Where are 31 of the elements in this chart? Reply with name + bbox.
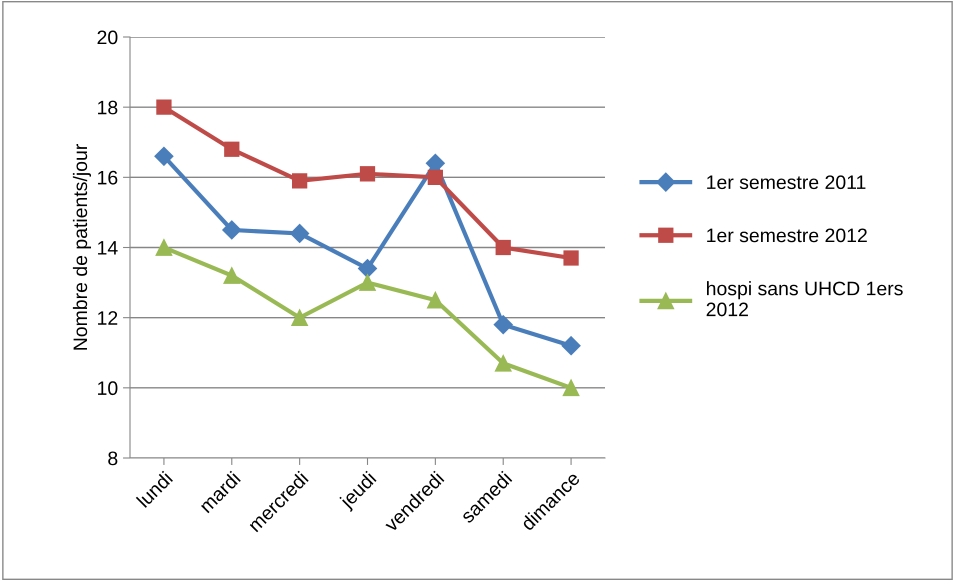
y-tick-label: 16 <box>98 170 118 185</box>
y-tick-label: 20 <box>98 30 118 44</box>
point <box>154 146 174 166</box>
point <box>292 173 308 188</box>
point <box>359 274 376 291</box>
legend-label: 1er semestre 2011 <box>707 175 866 190</box>
point <box>562 380 580 396</box>
y-tick-label: 18 <box>98 100 118 114</box>
legend-label: 1er semestre 2012 <box>707 228 867 242</box>
point <box>562 336 581 356</box>
point <box>156 239 172 256</box>
point <box>224 142 240 157</box>
point <box>563 250 579 266</box>
y-axis-title: Nombre de patients/jour <box>72 144 92 350</box>
point <box>428 170 443 185</box>
point <box>291 309 308 326</box>
y-tick-label: 10 <box>98 381 118 396</box>
y-tick-label: 8 <box>108 451 118 466</box>
point <box>156 100 172 115</box>
y-tick-label: 12 <box>98 311 118 325</box>
point <box>223 267 240 284</box>
point <box>494 315 513 334</box>
point <box>358 259 378 278</box>
legend-label: hospi sans UHCD 1ers 2012 <box>706 281 903 316</box>
y-tick-label: 14 <box>98 241 118 255</box>
point <box>427 292 444 308</box>
point <box>222 220 242 240</box>
point <box>496 240 511 256</box>
point <box>494 354 512 372</box>
point <box>290 224 310 243</box>
point <box>360 166 376 182</box>
